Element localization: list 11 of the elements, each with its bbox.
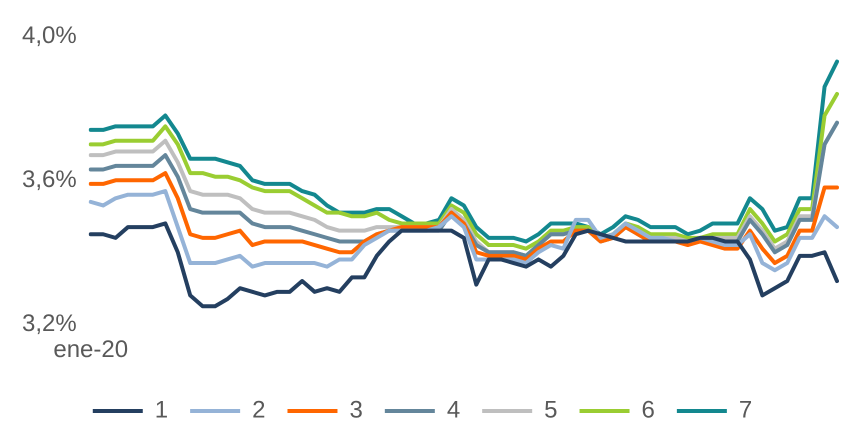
y-tick-label: 3,6% xyxy=(22,166,77,193)
legend-label: 4 xyxy=(446,396,460,424)
legend-label: 6 xyxy=(642,396,655,424)
legend-label: 2 xyxy=(252,396,266,424)
legend-label: 7 xyxy=(738,396,752,424)
y-tick-label: 4,0% xyxy=(22,22,77,50)
y-tick-label: 3,2% xyxy=(22,310,77,337)
legend-label: 5 xyxy=(544,396,558,424)
legend-label: 1 xyxy=(154,396,168,424)
legend-label: 3 xyxy=(349,396,363,424)
x-tick-label: ene-20 xyxy=(53,336,128,364)
